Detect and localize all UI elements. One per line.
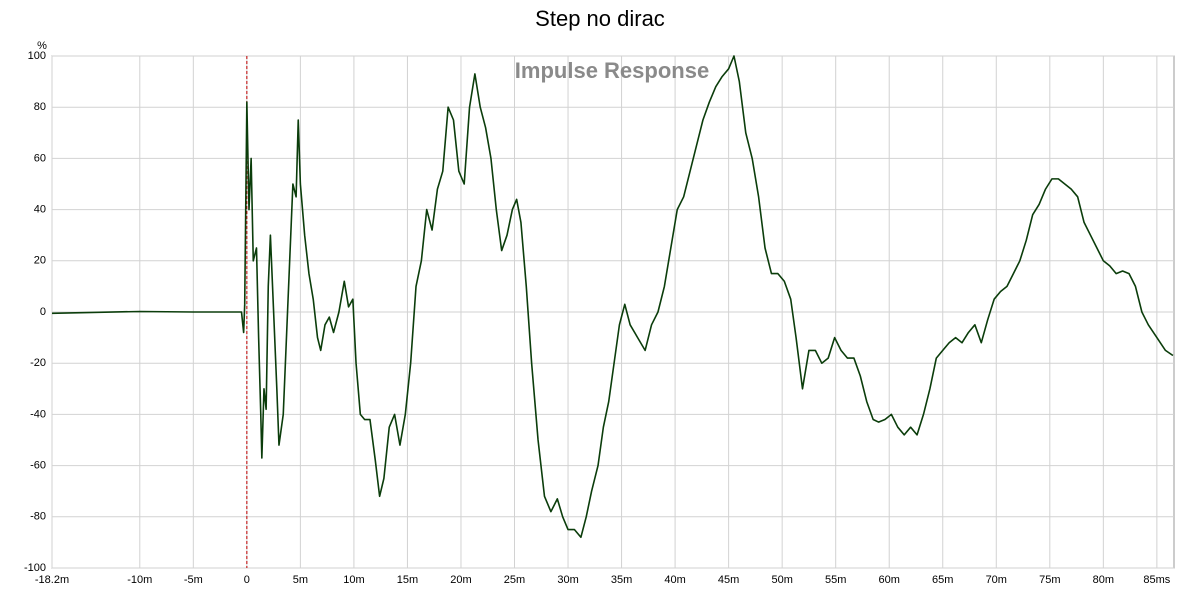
x-tick-label: 80m (1093, 574, 1114, 586)
y-tick-label: -60 (30, 460, 46, 472)
y-unit: % (37, 40, 47, 52)
x-tick-label: 0 (244, 574, 250, 586)
x-tick-label: 85ms (1143, 574, 1170, 586)
x-tick-label: 55m (825, 574, 846, 586)
x-tick-label: 15m (397, 574, 418, 586)
y-tick-label: 60 (34, 152, 46, 164)
x-tick-label: 75m (1039, 574, 1060, 586)
x-tick-label: 10m (343, 574, 364, 586)
y-tick-label: 20 (34, 255, 46, 267)
x-tick-label: 45m (718, 574, 739, 586)
x-tick-label: 30m (557, 574, 578, 586)
y-tick-label: 40 (34, 204, 46, 216)
grid (51, 55, 1174, 569)
y-tick-label: 80 (34, 101, 46, 113)
x-tick-label: 70m (986, 574, 1007, 586)
chart-title: Step no dirac (535, 6, 665, 31)
x-tick-label: -5m (184, 574, 203, 586)
series-line (51, 55, 1174, 539)
x-tick-label: -10m (127, 574, 152, 586)
y-tick-label: 100 (28, 50, 46, 62)
x-tick-label: -18.2m (35, 574, 69, 586)
x-tick-label: 65m (932, 574, 953, 586)
chart-subtitle: Impulse Response (515, 58, 709, 83)
x-tick-label: 50m (771, 574, 792, 586)
x-tick-label: 25m (504, 574, 525, 586)
marks (51, 55, 1174, 539)
x-tick-label: 40m (664, 574, 685, 586)
x-tick-label: 20m (450, 574, 471, 586)
x-tick-label: 5m (293, 574, 308, 586)
x-tick-label: 60m (879, 574, 900, 586)
y-tick-label: 0 (40, 306, 46, 318)
y-tick-label: -40 (30, 408, 46, 420)
y-tick-label: -100 (24, 562, 46, 574)
y-tick-label: -20 (30, 357, 46, 369)
y-tick-label: -80 (30, 511, 46, 523)
x-tick-label: 35m (611, 574, 632, 586)
